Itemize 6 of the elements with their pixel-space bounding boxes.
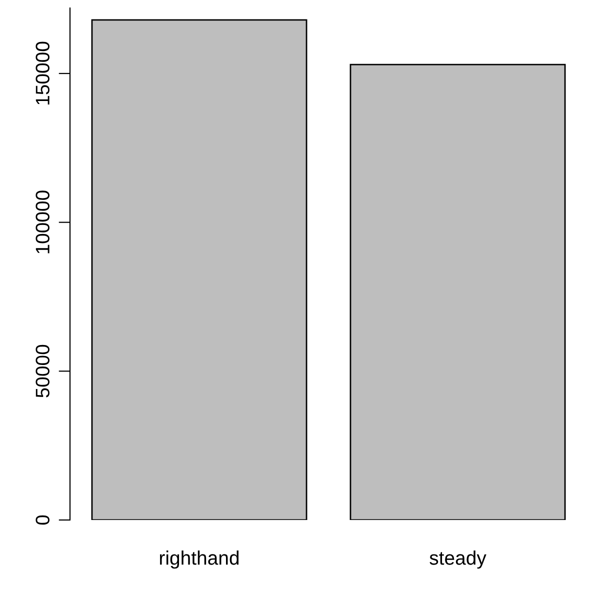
y-tick-label: 0 — [36, 515, 50, 525]
x-tick-label: steady — [430, 550, 486, 569]
y-tick-label: 100000 — [36, 190, 50, 254]
y-tick-label: 50000 — [36, 344, 50, 398]
y-tick-label: 150000 — [36, 42, 50, 104]
x-tick-label: righthand — [160, 550, 239, 569]
